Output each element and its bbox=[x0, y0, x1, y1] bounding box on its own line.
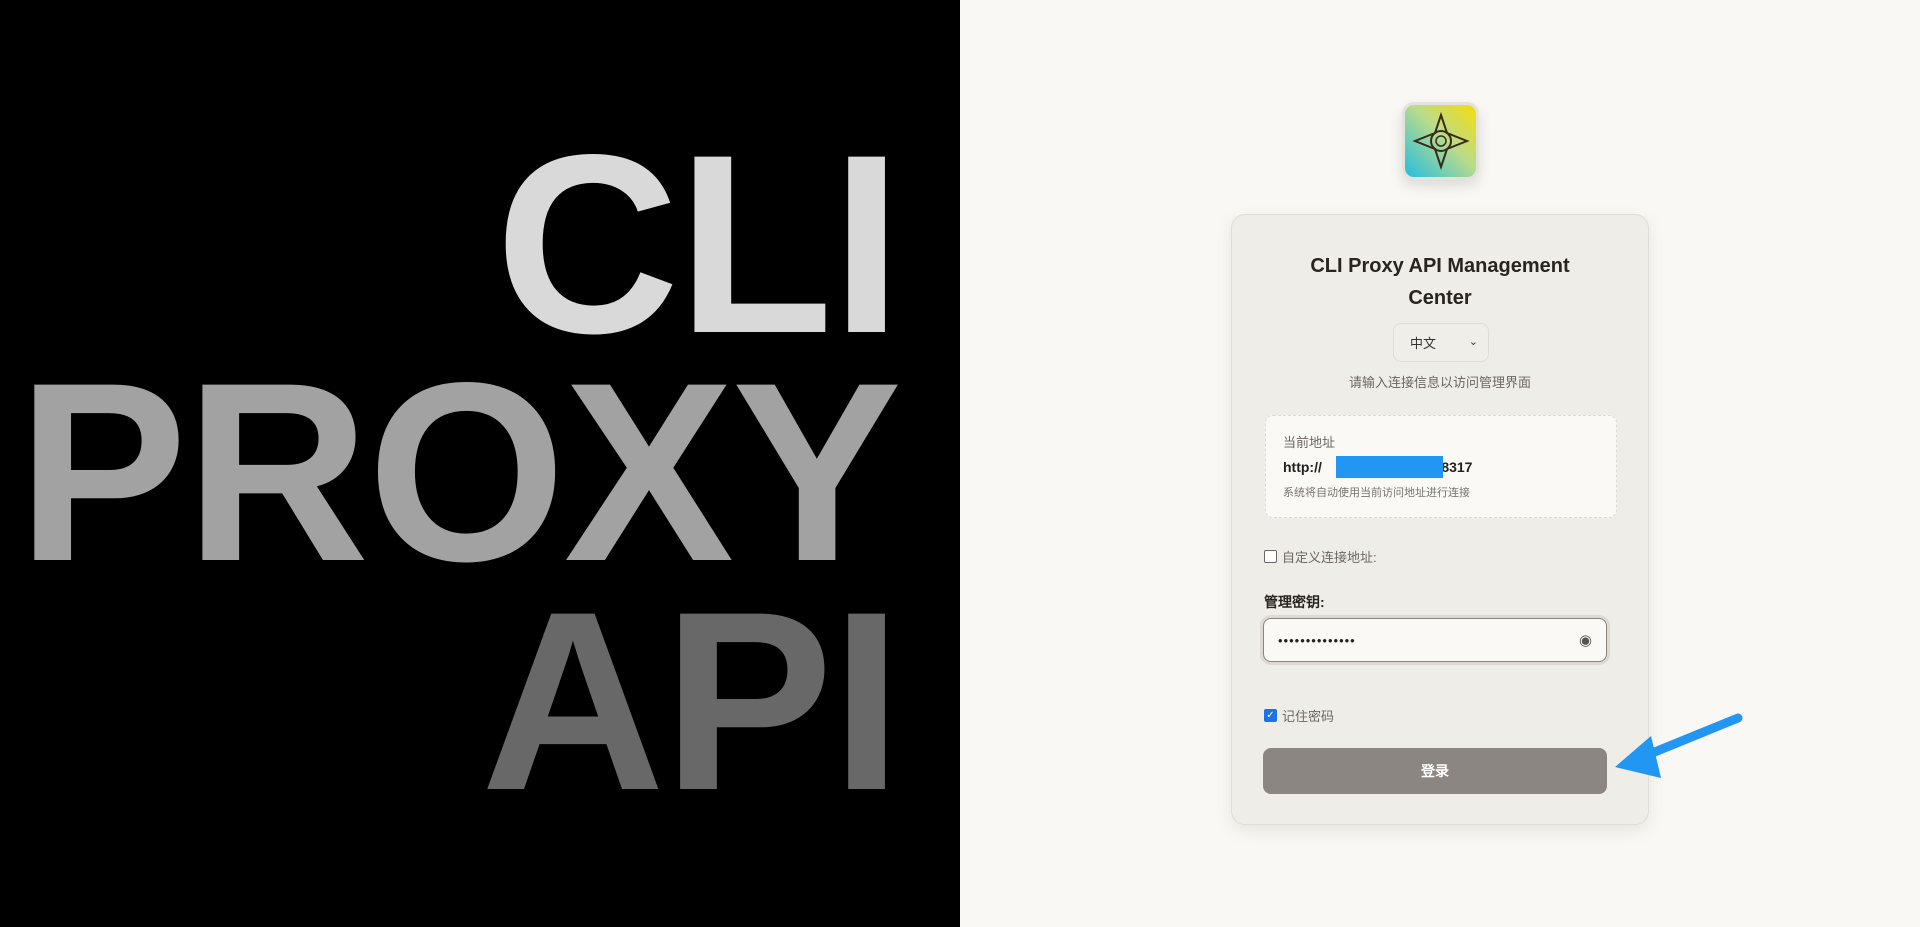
current-address-value: http://1:8317 bbox=[1283, 456, 1599, 478]
language-select[interactable]: 中文 ⌄ bbox=[1393, 323, 1489, 362]
app-logo bbox=[1402, 102, 1479, 180]
checkbox-checked[interactable]: ✓ bbox=[1264, 709, 1277, 722]
current-address-box: 当前地址 http://1:8317 系统将自动使用当前访问地址进行连接 bbox=[1265, 415, 1617, 518]
remember-password-checkbox[interactable]: ✓ 记住密码 bbox=[1264, 706, 1334, 725]
chevron-down-icon: ⌄ bbox=[1468, 336, 1478, 348]
address-prefix: http:// bbox=[1283, 459, 1322, 475]
subtitle: 请输入连接信息以访问管理界面 bbox=[1348, 375, 1531, 390]
page-title: CLI Proxy API Management Center bbox=[1310, 255, 1570, 309]
logo-icon bbox=[1411, 111, 1470, 171]
hero-panel: CLI PROXY API bbox=[0, 0, 960, 927]
checkbox-unchecked[interactable] bbox=[1264, 550, 1277, 563]
login-button[interactable]: 登录 bbox=[1263, 748, 1607, 794]
eye-icon[interactable]: ◉ bbox=[1578, 632, 1592, 649]
key-value: •••••••••••••• bbox=[1278, 632, 1356, 648]
hero-line-cli: CLI bbox=[495, 102, 902, 387]
language-value: 中文 bbox=[1410, 336, 1437, 351]
custom-address-checkbox[interactable]: 自定义连接地址: bbox=[1264, 547, 1377, 566]
redaction-mask bbox=[1336, 456, 1443, 478]
remember-label: 记住密码 bbox=[1282, 709, 1335, 724]
hero-line-api: API bbox=[480, 559, 902, 844]
current-address-label: 当前地址 bbox=[1283, 435, 1336, 450]
hero-line-proxy: PROXY bbox=[17, 330, 902, 615]
current-address-note: 系统将自动使用当前访问地址进行连接 bbox=[1283, 487, 1470, 499]
login-card: CLI Proxy API Management Center 中文 ⌄ 请输入… bbox=[1231, 214, 1649, 825]
custom-address-label: 自定义连接地址: bbox=[1282, 550, 1377, 565]
management-key-input[interactable]: •••••••••••••• ◉ bbox=[1263, 618, 1607, 662]
key-label: 管理密钥: bbox=[1264, 594, 1325, 610]
annotation-arrow-icon bbox=[1615, 713, 1743, 778]
